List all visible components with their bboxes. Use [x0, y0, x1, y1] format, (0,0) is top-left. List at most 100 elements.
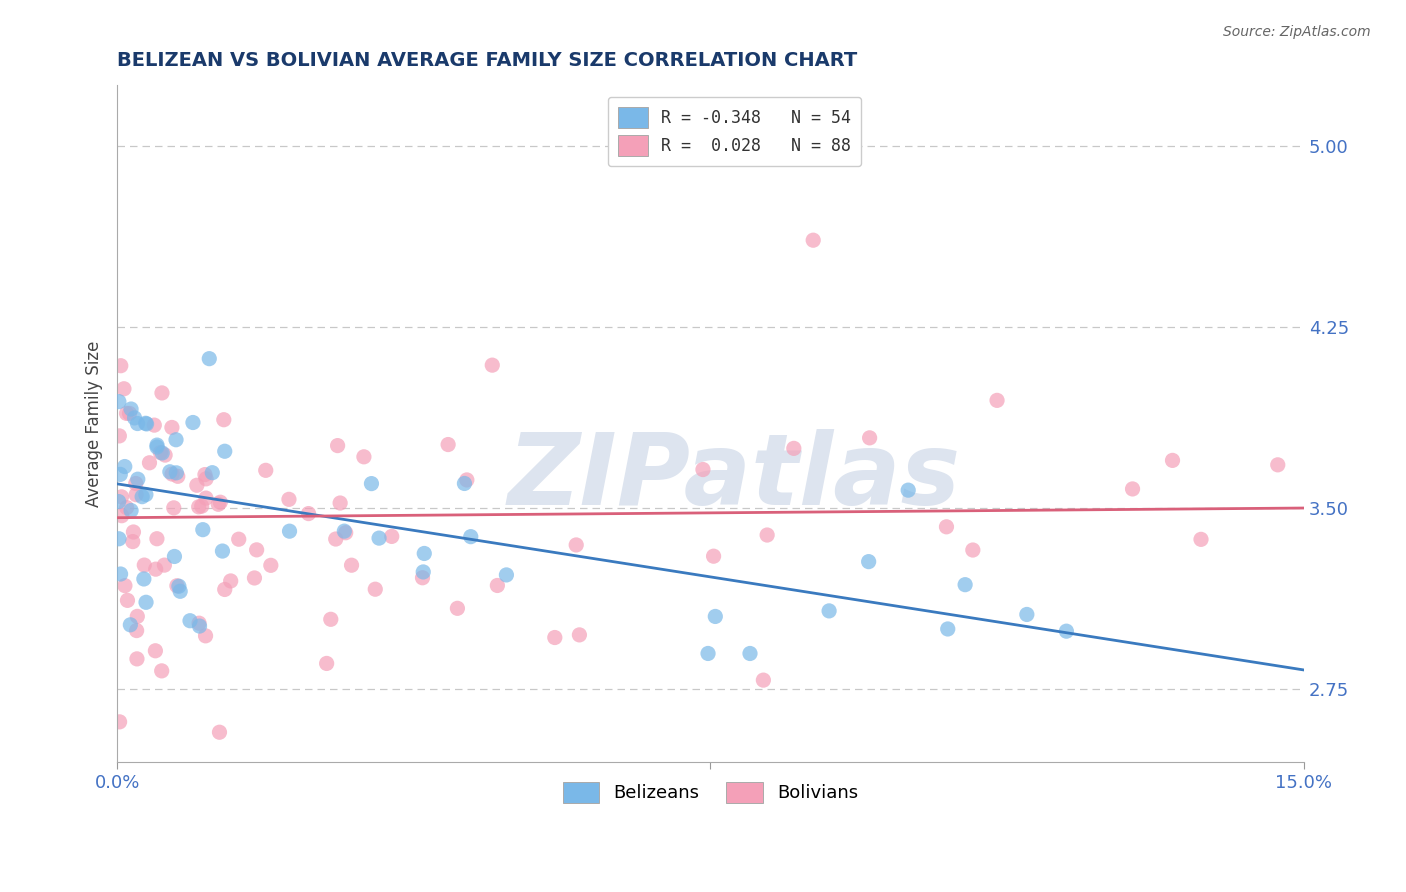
Point	[364, 582, 387, 597]
Point	[340, 558, 363, 573]
Point	[145, 562, 167, 576]
Point	[108, 394, 131, 409]
Point	[692, 462, 714, 476]
Y-axis label: Average Family Size: Average Family Size	[86, 340, 103, 507]
Legend: Belizeans, Bolivians: Belizeans, Bolivians	[553, 771, 869, 814]
Point	[112, 382, 135, 396]
Point	[260, 558, 283, 573]
Point	[127, 417, 149, 431]
Point	[135, 595, 157, 609]
Point	[153, 448, 176, 462]
Point	[125, 476, 148, 491]
Point	[953, 577, 976, 591]
Text: BELIZEAN VS BOLIVIAN AVERAGE FAMILY SIZE CORRELATION CHART: BELIZEAN VS BOLIVIAN AVERAGE FAMILY SIZE…	[117, 51, 858, 70]
Point	[211, 544, 233, 558]
Point	[120, 402, 142, 417]
Point	[325, 532, 347, 546]
Point	[329, 496, 352, 510]
Point	[1267, 458, 1289, 472]
Point	[495, 568, 517, 582]
Text: ZIPatlas: ZIPatlas	[508, 429, 960, 526]
Point	[544, 631, 567, 645]
Point	[818, 604, 841, 618]
Point	[703, 549, 725, 564]
Point	[110, 359, 132, 373]
Point	[453, 476, 475, 491]
Point	[437, 437, 460, 451]
Point	[333, 524, 356, 538]
Point	[125, 488, 148, 502]
Point	[278, 492, 301, 507]
Point	[335, 525, 357, 540]
Point	[208, 725, 231, 739]
Point	[132, 572, 155, 586]
Point	[114, 579, 136, 593]
Point	[166, 579, 188, 593]
Point	[160, 467, 183, 481]
Point	[783, 442, 806, 456]
Point	[107, 494, 129, 508]
Point	[146, 438, 169, 452]
Point	[412, 571, 434, 585]
Point	[194, 491, 217, 505]
Point	[207, 497, 229, 511]
Point	[108, 429, 131, 443]
Point	[209, 495, 232, 509]
Point	[413, 546, 436, 560]
Point	[111, 508, 134, 523]
Point	[859, 431, 882, 445]
Point	[135, 417, 157, 431]
Point	[315, 657, 337, 671]
Point	[150, 446, 173, 460]
Point	[278, 524, 301, 538]
Point	[145, 644, 167, 658]
Point	[166, 469, 188, 483]
Point	[201, 466, 224, 480]
Point	[319, 612, 342, 626]
Point	[228, 532, 250, 546]
Point	[122, 524, 145, 539]
Point	[962, 543, 984, 558]
Point	[187, 500, 209, 514]
Point	[153, 558, 176, 573]
Point	[219, 574, 242, 588]
Point	[108, 714, 131, 729]
Point	[135, 417, 157, 431]
Point	[188, 616, 211, 631]
Point	[143, 418, 166, 433]
Point	[254, 463, 277, 477]
Point	[121, 534, 143, 549]
Point	[150, 386, 173, 401]
Point	[243, 571, 266, 585]
Point	[149, 445, 172, 459]
Point	[935, 520, 957, 534]
Point	[134, 558, 156, 573]
Point	[110, 567, 132, 582]
Point	[120, 503, 142, 517]
Point	[756, 528, 779, 542]
Point	[110, 490, 132, 504]
Point	[120, 617, 142, 632]
Point	[897, 483, 920, 498]
Point	[326, 439, 349, 453]
Point	[752, 673, 775, 687]
Point	[297, 507, 319, 521]
Point	[165, 433, 187, 447]
Point	[115, 406, 138, 420]
Point	[212, 413, 235, 427]
Point	[167, 579, 190, 593]
Point	[163, 549, 186, 564]
Point	[146, 532, 169, 546]
Point	[150, 664, 173, 678]
Point	[188, 619, 211, 633]
Point	[125, 624, 148, 638]
Point	[194, 629, 217, 643]
Point	[160, 420, 183, 434]
Point	[131, 490, 153, 504]
Point	[181, 416, 204, 430]
Point	[568, 628, 591, 642]
Point	[481, 358, 503, 372]
Point	[125, 652, 148, 666]
Point	[117, 593, 139, 607]
Point	[165, 466, 187, 480]
